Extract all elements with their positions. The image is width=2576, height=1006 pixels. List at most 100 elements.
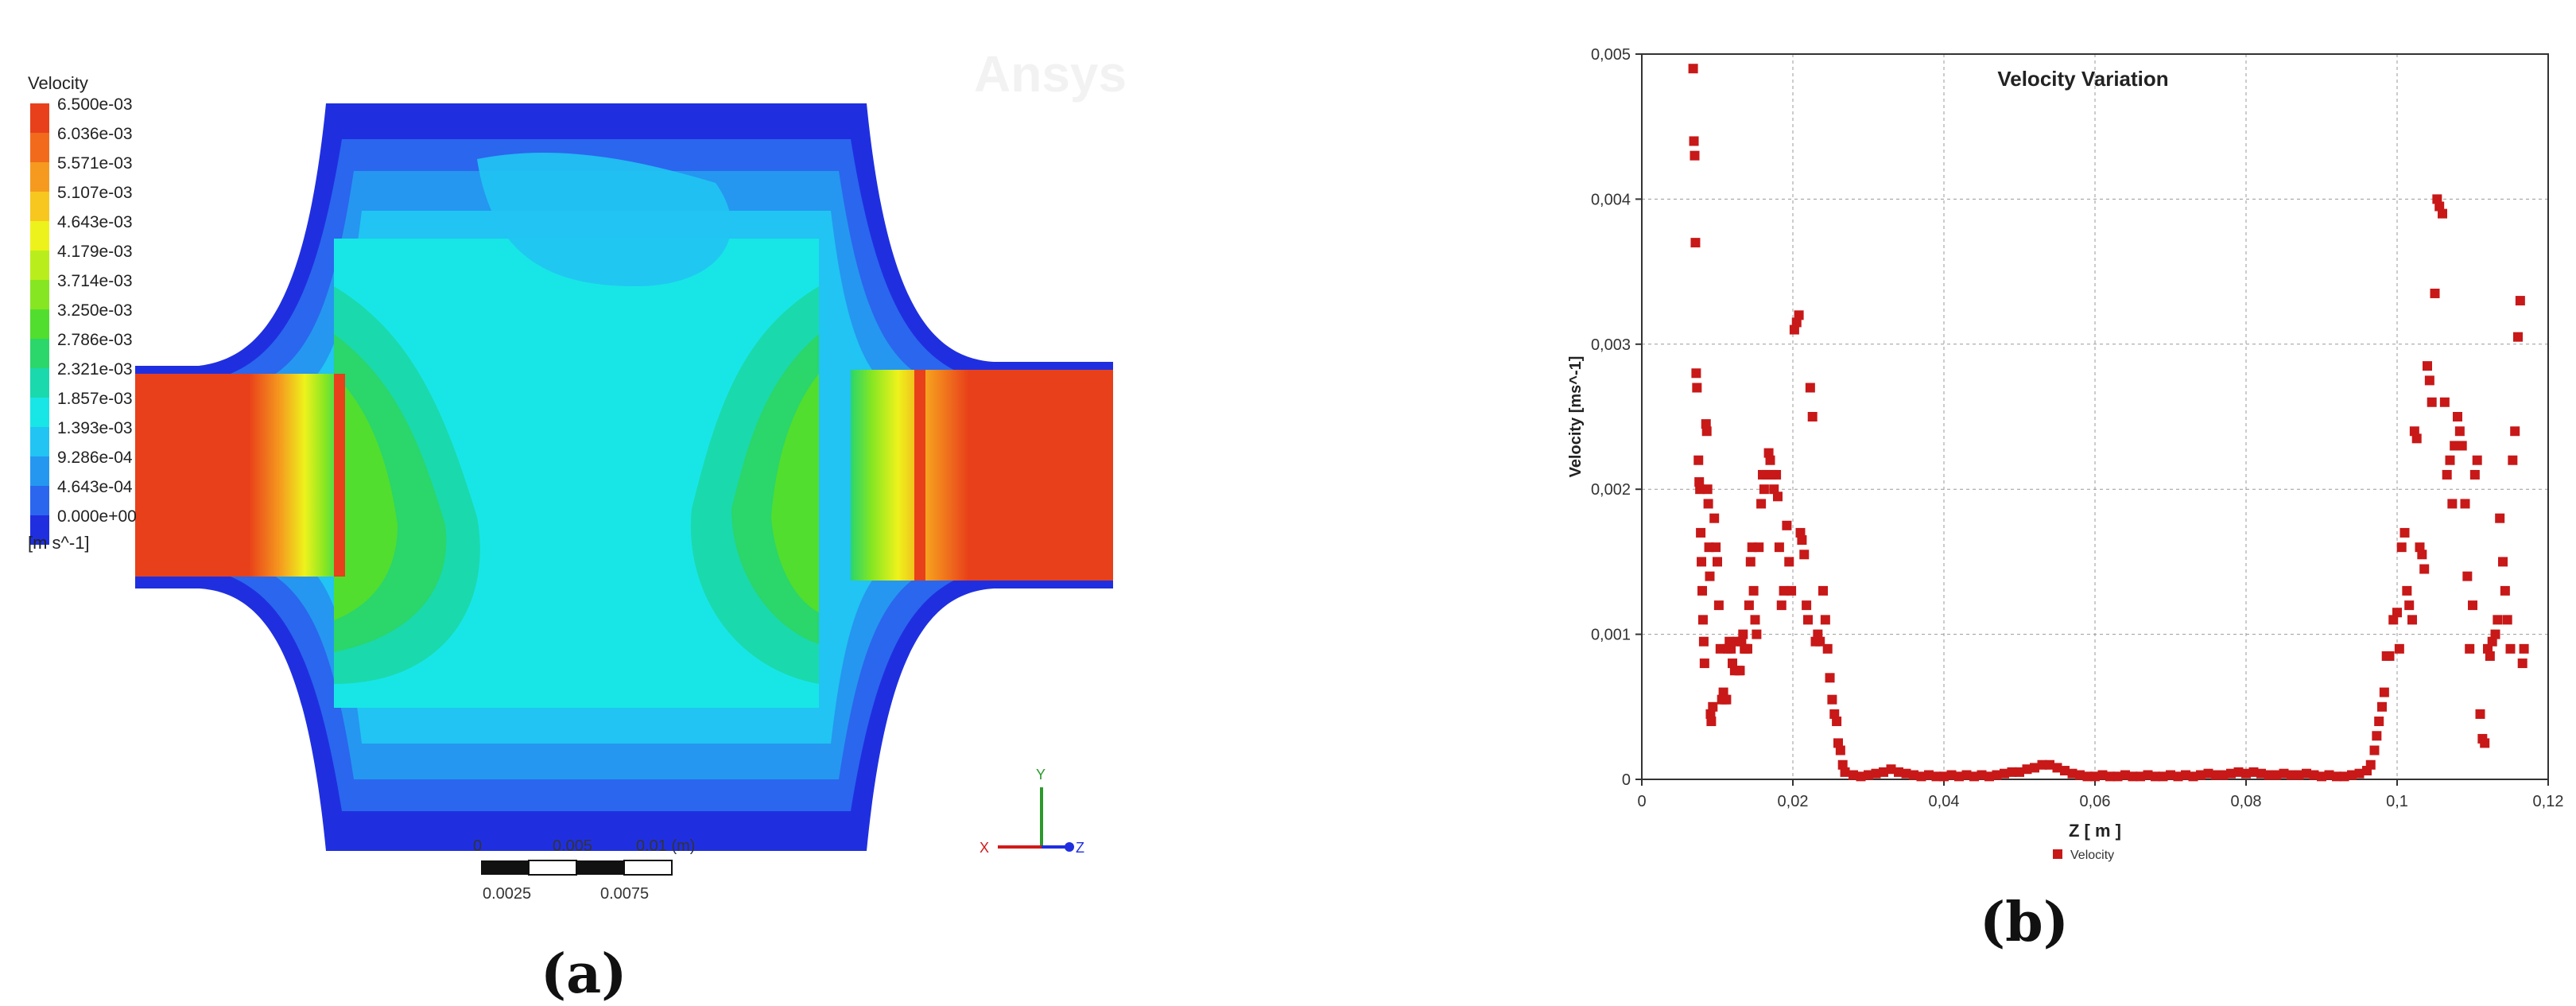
x-tick-label: 0,06 xyxy=(2080,793,2111,810)
data-point xyxy=(1894,767,1903,777)
data-point xyxy=(2112,771,2123,782)
data-point xyxy=(2495,513,2505,523)
data-point xyxy=(1879,767,1888,777)
data-point xyxy=(1794,310,1804,320)
data-point xyxy=(1765,455,1775,465)
data-point xyxy=(1787,585,1797,596)
data-point xyxy=(2372,731,2382,741)
data-point xyxy=(1701,419,1711,429)
data-point xyxy=(2000,768,2009,779)
data-point xyxy=(1735,666,1745,676)
data-point xyxy=(1689,136,1699,146)
panel-b-label: (b) xyxy=(1980,891,2069,954)
data-point xyxy=(1822,643,1833,654)
legend-value: 4.179e-03 xyxy=(57,243,133,261)
data-point xyxy=(1782,520,1792,530)
data-point xyxy=(2317,771,2326,782)
data-point xyxy=(2166,770,2175,780)
legend-swatch xyxy=(30,486,49,515)
data-point xyxy=(1721,694,1732,705)
data-point xyxy=(1807,412,1818,421)
data-point xyxy=(1825,673,1835,683)
data-point xyxy=(2332,771,2341,782)
data-point xyxy=(1776,600,1787,611)
data-point xyxy=(1697,585,1707,596)
data-point xyxy=(1713,557,1722,567)
data-point xyxy=(2294,770,2304,780)
legend-swatch xyxy=(30,339,49,368)
data-point xyxy=(1713,600,1724,611)
data-point xyxy=(1697,557,1707,567)
data-point xyxy=(2442,469,2452,480)
data-point xyxy=(1946,770,1957,780)
data-point xyxy=(2457,441,2467,451)
chart-grid xyxy=(1641,53,2549,780)
data-point xyxy=(1954,771,1964,782)
data-point xyxy=(2347,770,2357,780)
data-point xyxy=(2434,201,2445,212)
data-point xyxy=(1799,550,1810,560)
data-point xyxy=(1708,701,1718,712)
data-point xyxy=(1779,585,1789,596)
data-point xyxy=(2475,709,2485,719)
data-point xyxy=(2287,770,2296,780)
data-point xyxy=(1773,491,1783,502)
data-point xyxy=(2513,332,2523,342)
legend-swatch xyxy=(30,192,49,221)
data-point xyxy=(2173,771,2183,782)
data-point xyxy=(1715,643,1725,654)
legend-value: 1.393e-03 xyxy=(57,419,133,437)
data-point xyxy=(2264,770,2274,780)
data-point xyxy=(1703,499,1713,509)
legend-swatch xyxy=(30,162,49,192)
data-point xyxy=(1693,455,1704,465)
data-point xyxy=(1802,600,1812,611)
legend-value: 3.250e-03 xyxy=(57,301,133,320)
x-tick-label: 0,12 xyxy=(2533,793,2564,810)
data-point xyxy=(1696,527,1706,538)
legend-value: 6.036e-03 xyxy=(57,125,133,143)
data-point xyxy=(1748,585,1759,596)
legend-swatch xyxy=(30,221,49,251)
data-point xyxy=(1837,759,1848,770)
data-point xyxy=(2505,643,2516,654)
data-point xyxy=(1705,709,1716,719)
data-point xyxy=(2396,542,2407,553)
data-point xyxy=(2060,766,2070,776)
data-point xyxy=(1774,542,1784,553)
data-point xyxy=(2196,770,2206,780)
legend-marker xyxy=(2053,849,2062,859)
data-point xyxy=(2407,615,2417,625)
legend-value: 2.321e-03 xyxy=(57,360,133,379)
triad-x-label: X xyxy=(980,840,989,856)
data-point xyxy=(2411,433,2422,444)
data-point xyxy=(2151,771,2160,782)
data-point xyxy=(2365,759,2376,770)
data-point xyxy=(2445,455,2455,465)
data-point xyxy=(1818,585,1828,596)
data-point xyxy=(1789,324,1799,335)
data-point xyxy=(1871,768,1881,779)
scale-label-4: 0.0075 xyxy=(600,885,649,903)
data-point xyxy=(1750,615,1760,625)
data-point xyxy=(2472,455,2482,465)
data-point xyxy=(1992,770,2002,780)
data-point xyxy=(1939,771,1949,782)
data-point xyxy=(2483,643,2493,654)
panel-a-label: (a) xyxy=(541,942,627,1006)
data-point xyxy=(1856,771,1866,782)
data-point xyxy=(2241,768,2251,779)
data-point xyxy=(1711,542,1721,553)
data-point xyxy=(2454,426,2465,437)
legend-unit: [m s^-1] xyxy=(28,533,90,553)
legend-value: 4.643e-04 xyxy=(57,478,133,496)
x-tick-label: 0,1 xyxy=(2386,793,2408,810)
y-ticks: 0 0,001 0,002 0,003 0,004 0,005 xyxy=(1591,46,1642,789)
x-tick-label: 0,02 xyxy=(1778,793,1809,810)
x-axis-label: Z [ m ] xyxy=(2069,821,2121,841)
data-point xyxy=(1752,629,1762,639)
legend-label: Velocity xyxy=(2070,849,2114,862)
legend-swatch xyxy=(30,368,49,398)
data-point xyxy=(1698,636,1709,647)
data-point xyxy=(1784,557,1794,567)
